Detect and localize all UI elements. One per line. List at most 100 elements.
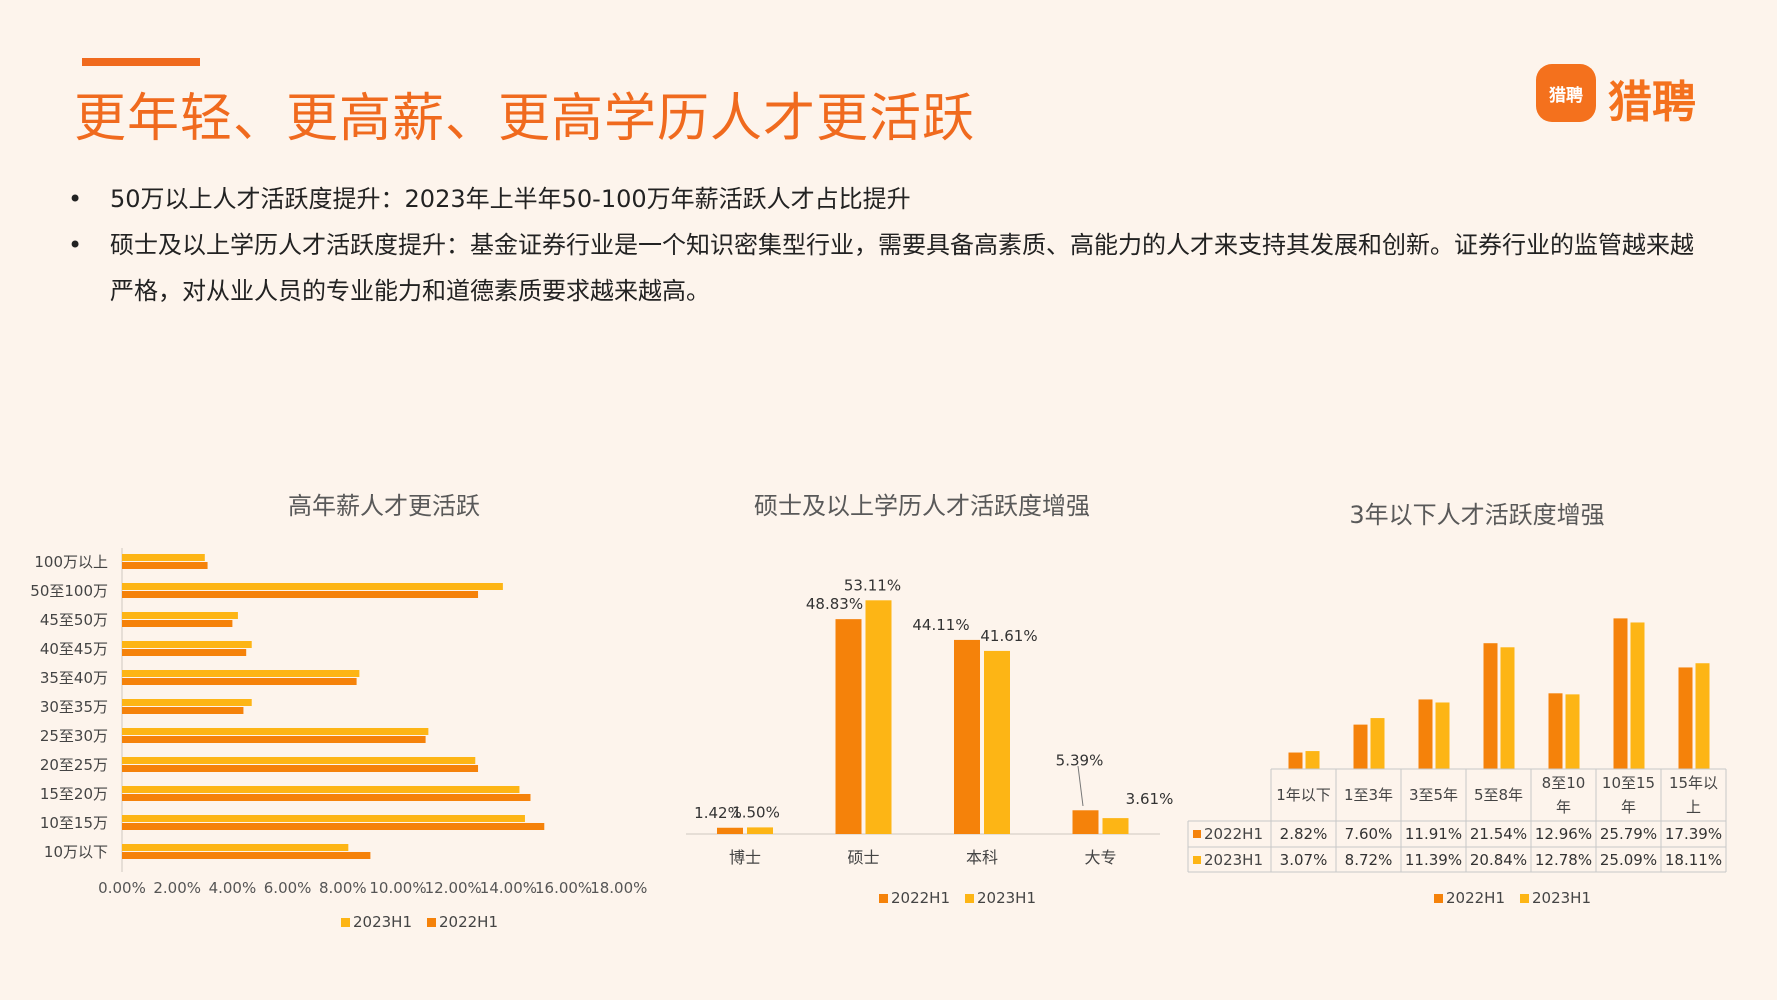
chart3-table-cell: 25.79% [1600,825,1657,843]
chart3-table-series-label: 2022H1 [1204,825,1263,843]
chart3-bar-2023H1 [1630,622,1645,769]
chart3-table-header: 年 [1556,798,1571,816]
chart3-table-header: 1至3年 [1344,786,1393,804]
chart1-x-tick-label: 6.00% [264,879,312,897]
chart3-legend-label: 2022H1 [1446,889,1505,907]
chart2-label-leader-line [1077,765,1084,807]
chart2-legend-label: 2023H1 [977,889,1036,907]
chart2-data-label: 1.42% [694,804,742,822]
chart2-title: 硕士及以上学历人才活跃度增强 [754,492,1090,520]
chart2-bar-2023H1 [747,827,773,834]
chart1-title: 高年薪人才更活跃 [288,492,480,520]
chart2-legend-swatch [965,894,974,903]
chart3-table-header: 3至5年 [1409,786,1458,804]
chart3-table-series-label: 2023H1 [1204,851,1263,869]
chart1-bar-2023H1 [122,844,349,851]
chart1-category-label: 15至20万 [40,785,108,803]
chart1-category-label: 45至50万 [40,611,108,629]
chart3-bar-2023H1 [1370,718,1385,769]
chart3-table-cell: 18.11% [1665,851,1722,869]
chart3-table-cell: 3.07% [1280,851,1328,869]
chart1-x-tick-label: 16.00% [535,879,592,897]
chart1-bar-2023H1 [122,815,525,822]
chart3-bar-2022H1 [1483,643,1498,769]
chart1-category-label: 25至30万 [40,727,108,745]
chart1-x-tick-label: 10.00% [369,879,426,897]
chart1-bar-2022H1 [122,794,531,801]
chart3-bar-2022H1 [1288,752,1303,769]
logo-badge-text: 猎聘 [1549,86,1583,106]
chart2-bar-2022H1 [717,827,743,834]
logo-badge-icon: 猎聘 [1536,64,1596,122]
chart1-bar-2023H1 [122,728,429,735]
title-accent-bar [82,58,200,66]
chart3-table-cell: 11.91% [1405,825,1462,843]
logo-text: 猎聘 [1608,77,1696,128]
chart1-x-tick-label: 12.00% [425,879,482,897]
chart3-table-header: 1年以下 [1276,786,1331,804]
chart2-bar-2023H1 [1102,818,1129,834]
liepin-logo: 猎聘 猎聘 [1536,64,1696,128]
chart1-x-tick-label: 14.00% [480,879,537,897]
chart2-bar-2023H1 [984,650,1010,834]
chart1-category-label: 30至35万 [40,698,108,716]
chart3-table-header: 8至10 [1542,774,1586,792]
chart1-bar-2022H1 [122,765,479,772]
chart1-bar-2023H1 [122,612,238,619]
chart1-bar-2023H1 [122,641,252,648]
chart1-legend-swatch [341,918,350,927]
chart1-category-label: 100万以上 [34,553,108,571]
chart2-bar-2022H1 [835,619,862,834]
chart1-bar-2023H1 [122,786,520,793]
chart2-category-label: 本科 [966,848,998,867]
chart2-data-label: 3.61% [1126,790,1174,808]
chart1-bar-2022H1 [122,591,479,598]
chart1-bar-2023H1 [122,699,252,706]
chart3-table-legend-swatch [1193,830,1201,838]
chart3-bar-2022H1 [1548,693,1563,769]
chart1-bar-2022H1 [122,707,244,714]
chart2-category-label: 大专 [1084,848,1116,867]
chart2-data-label: 1.50% [732,803,780,821]
chart1-category-label: 35至40万 [40,669,108,687]
chart1-bar-2022H1 [122,823,545,830]
chart3-bar-2022H1 [1353,724,1368,769]
chart3-legend-label: 2023H1 [1532,889,1591,907]
bullet-item: 50万以上人才活跃度提升：2023年上半年50-100万年薪活跃人才占比提升 [66,176,1716,222]
chart3-table-cell: 20.84% [1470,851,1527,869]
chart3-table-header: 年 [1621,798,1636,816]
chart3-table-header: 上 [1686,798,1701,816]
chart2-data-label: 48.83% [806,595,863,613]
chart1-x-tick-label: 2.00% [153,879,201,897]
chart3-table-legend-swatch [1193,856,1201,864]
chart2-data-label: 53.11% [844,576,901,594]
chart3-title: 3年以下人才活跃度增强 [1349,501,1604,529]
chart1-legend-label: 2022H1 [439,913,498,931]
chart1-category-label: 40至45万 [40,640,108,658]
chart3-table-header: 5至8年 [1474,786,1523,804]
chart3-legend-swatch [1520,894,1529,903]
chart3-bar-2023H1 [1435,702,1450,769]
chart2-category-label: 博士 [729,848,761,867]
chart2-bar-2022H1 [954,639,980,834]
chart3-bar-2022H1 [1418,699,1433,769]
chart2-data-label: 5.39% [1056,751,1104,769]
chart1-x-tick-label: 4.00% [209,879,257,897]
chart1-bar-2022H1 [122,678,357,685]
chart3-table-cell: 8.72% [1345,851,1393,869]
chart1-bar-2023H1 [122,670,360,677]
chart3-table-cell: 12.96% [1535,825,1592,843]
chart2-legend-label: 2022H1 [891,889,950,907]
chart3-table-cell: 17.39% [1665,825,1722,843]
chart3-table-cell: 11.39% [1405,851,1462,869]
chart1-legend-swatch [427,918,436,927]
chart1-bar-2023H1 [122,757,476,764]
chart3-bar-2023H1 [1305,751,1320,769]
chart1-x-tick-label: 18.00% [590,879,647,897]
chart3-table-cell: 12.78% [1535,851,1592,869]
chart3-table-cell: 21.54% [1470,825,1527,843]
chart3-table-cell: 25.09% [1600,851,1657,869]
chart2-category-label: 硕士 [847,848,879,867]
chart1-bar-2022H1 [122,620,233,627]
